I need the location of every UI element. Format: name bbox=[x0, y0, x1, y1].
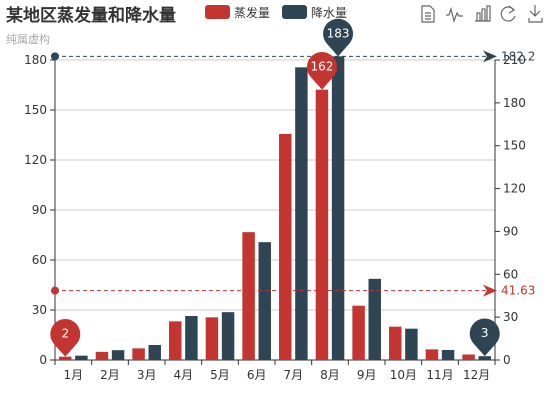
legend: 蒸发量 降水量 bbox=[205, 5, 347, 20]
mark-line-label: 41.63 bbox=[501, 284, 535, 298]
x-tick-label: 7月 bbox=[284, 368, 304, 382]
bar-evaporation bbox=[205, 317, 219, 360]
bar-evaporation bbox=[132, 348, 145, 360]
bar-evaporation bbox=[462, 354, 475, 360]
mark-pin-precipitation bbox=[323, 18, 354, 57]
mark-pin-label: 2 bbox=[61, 327, 69, 341]
mark-lines: 41.63 182.2 bbox=[51, 49, 535, 298]
legend-item-precipitation[interactable]: 降水量 bbox=[282, 5, 347, 20]
bar-evaporation bbox=[242, 232, 255, 360]
axes: 0 30 60 90 120 150 180 0 30 60 90 120 150 180 210 1月 2月 3… bbox=[24, 53, 526, 382]
bar-precipitation bbox=[405, 328, 418, 360]
legend-swatch-precipitation bbox=[282, 5, 307, 19]
bar-precipitation bbox=[258, 242, 271, 360]
data-view-icon[interactable] bbox=[421, 5, 435, 23]
mark-pin-label: 3 bbox=[481, 326, 489, 340]
bar-evaporation bbox=[425, 349, 439, 360]
mark-pin-evaporation bbox=[50, 319, 81, 357]
mark-points: 2 162 183 3 bbox=[50, 18, 500, 357]
y-left-tick-label: 60 bbox=[32, 253, 47, 267]
y-right-tick-label: 180 bbox=[503, 96, 526, 110]
mark-line-arrow bbox=[483, 284, 497, 297]
bar-chart-icon[interactable] bbox=[475, 5, 491, 22]
chart-title: 某地区蒸发量和降水量 bbox=[6, 5, 176, 26]
legend-label-precipitation: 降水量 bbox=[311, 6, 347, 20]
y-right-tick-label: 0 bbox=[503, 353, 511, 367]
y-right-tick-label: 90 bbox=[503, 224, 518, 238]
mark-line-label: 182.2 bbox=[501, 49, 535, 63]
mark-line-start-dot bbox=[51, 286, 59, 295]
bar-precipitation bbox=[441, 350, 455, 360]
bar-precipitation bbox=[221, 312, 235, 360]
bar-precipitation bbox=[331, 56, 345, 360]
mark-pin-label: 162 bbox=[310, 60, 333, 74]
bar-evaporation bbox=[59, 356, 72, 360]
bar-evaporation bbox=[169, 321, 182, 360]
bar-precipitation bbox=[148, 345, 161, 360]
bar-evaporation bbox=[315, 89, 329, 361]
mark-pin-evaporation bbox=[306, 52, 337, 90]
y-left-tick-label: 90 bbox=[32, 203, 47, 217]
mark-pin-precipitation bbox=[469, 318, 500, 357]
y-right-tick-label: 120 bbox=[503, 182, 526, 196]
y-right-tick-label: 210 bbox=[503, 53, 526, 67]
y-left-tick-label: 180 bbox=[24, 53, 47, 67]
save-image-icon[interactable] bbox=[528, 5, 543, 23]
y-left-tick-label: 30 bbox=[32, 303, 47, 317]
restore-icon[interactable] bbox=[500, 5, 516, 22]
x-tick-label: 3月 bbox=[137, 368, 157, 382]
bar-precipitation bbox=[295, 67, 308, 360]
bar-precipitation bbox=[111, 350, 125, 360]
legend-item-evaporation[interactable]: 蒸发量 bbox=[205, 5, 270, 20]
bar-evaporation bbox=[352, 305, 365, 360]
mark-line-start-dot bbox=[51, 52, 59, 61]
bar-precipitation bbox=[185, 316, 198, 360]
bar-precipitation bbox=[75, 355, 88, 360]
bar-evaporation bbox=[389, 326, 402, 360]
y-left-tick-label: 0 bbox=[39, 353, 47, 367]
y-left-tick-label: 150 bbox=[24, 103, 47, 117]
x-tick-label: 12月 bbox=[463, 368, 490, 382]
x-tick-label: 11月 bbox=[426, 368, 453, 382]
x-tick-label: 6月 bbox=[247, 368, 267, 382]
x-tick-label: 2月 bbox=[100, 368, 120, 382]
toolbox bbox=[421, 5, 543, 24]
y-right-tick-label: 30 bbox=[503, 310, 518, 324]
bar-evaporation bbox=[95, 351, 109, 360]
legend-label-evaporation: 蒸发量 bbox=[234, 5, 270, 20]
chart-subtitle: 纯属虚构 bbox=[6, 32, 50, 46]
line-chart-icon[interactable] bbox=[446, 6, 463, 24]
x-tick-label: 9月 bbox=[357, 368, 377, 382]
bar-evaporation bbox=[279, 134, 292, 360]
y-right-tick-label: 60 bbox=[503, 267, 518, 281]
x-tick-label: 10月 bbox=[390, 368, 417, 382]
mark-pin-label: 183 bbox=[327, 26, 350, 40]
y-left-tick-label: 120 bbox=[24, 153, 47, 167]
bar-precipitation bbox=[478, 356, 491, 360]
legend-swatch-evaporation bbox=[205, 5, 230, 19]
mark-line-arrow bbox=[483, 50, 497, 63]
grid-lines bbox=[55, 59, 495, 311]
x-tick-label: 8月 bbox=[320, 368, 340, 382]
bars bbox=[59, 56, 491, 361]
y-right-tick-label: 150 bbox=[503, 139, 526, 153]
bar-precipitation bbox=[368, 278, 381, 360]
x-tick-label: 1月 bbox=[64, 368, 84, 382]
x-tick-label: 5月 bbox=[210, 368, 230, 382]
x-tick-label: 4月 bbox=[174, 368, 194, 382]
